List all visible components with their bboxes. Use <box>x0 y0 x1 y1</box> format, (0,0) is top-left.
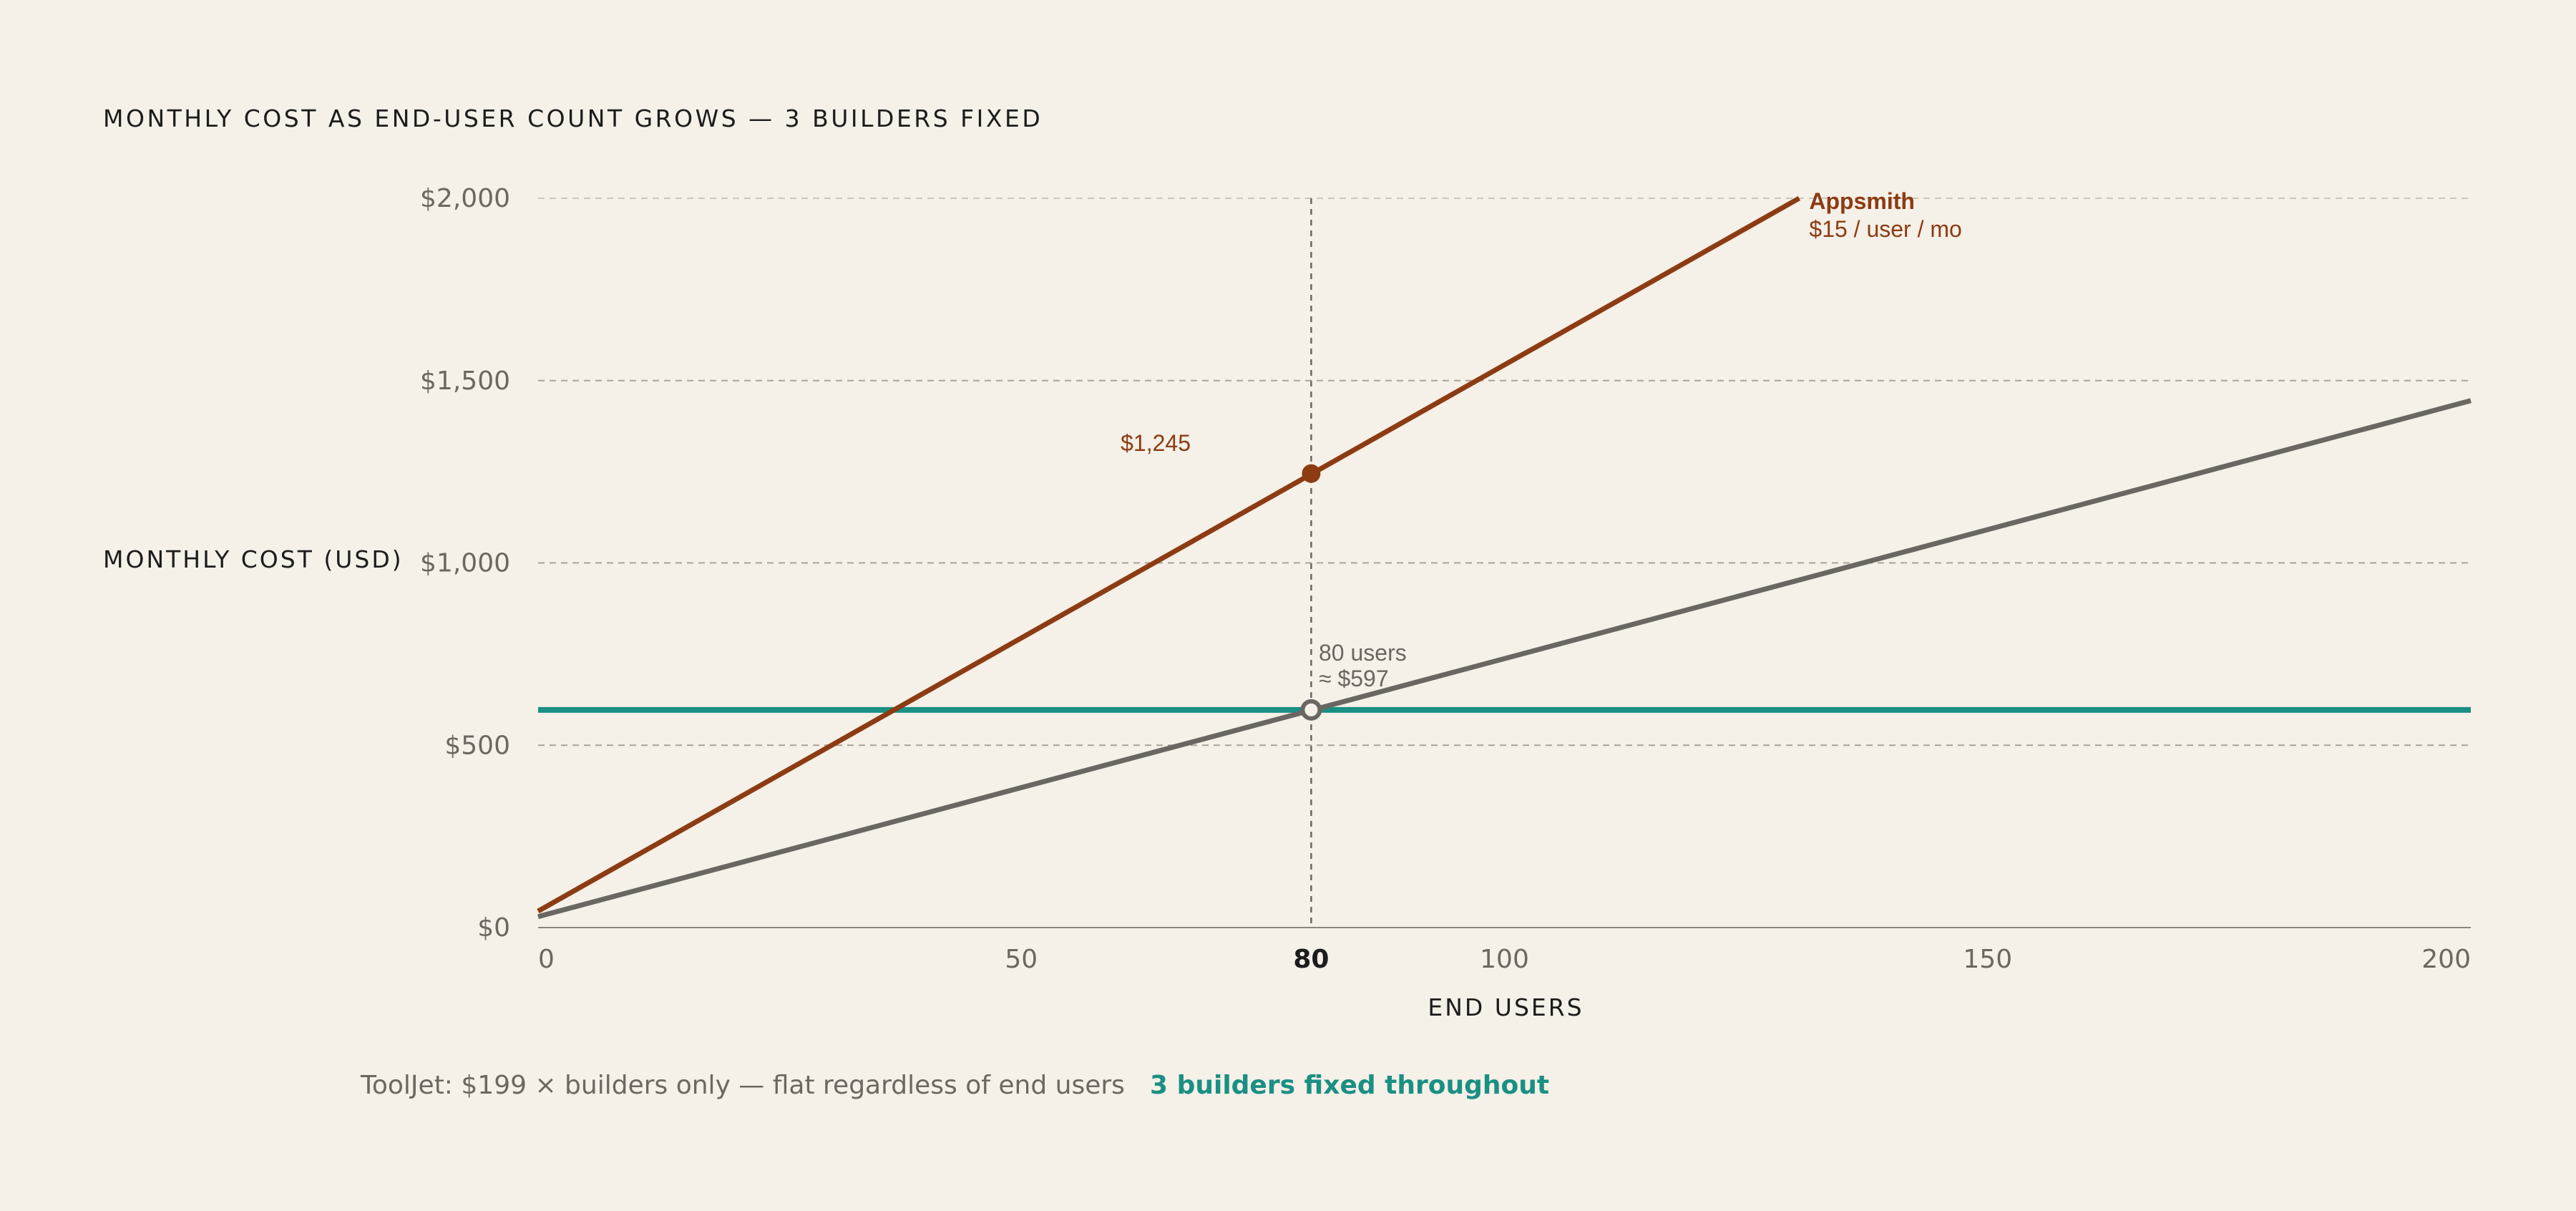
x-tick-label: 200 <box>2421 945 2471 974</box>
chart-title: MONTHLY COST AS END-USER COUNT GROWS — 3… <box>103 104 1043 132</box>
appsmith-line <box>537 195 1801 914</box>
labels: Appsmith$15 / user / mo $1,245 80 users≈ $… <box>1121 188 1962 691</box>
marker-crossover-80 <box>1300 699 1322 721</box>
x-tick-label: 150 <box>1963 945 2012 974</box>
marker-appsmith-80 <box>1302 464 1321 483</box>
y-axis-title: MONTHLY COST (USD) <box>103 545 404 573</box>
footer-highlight: 3 builders fixed throughout <box>1150 1071 1550 1100</box>
series-lines <box>537 195 2472 920</box>
axes: $0 $500 $1,000 $1,500 $2,000 0 50 80 100 150 200 EN… <box>420 184 2471 1021</box>
gray-cost-line <box>537 398 2472 920</box>
footer-note: ToolJet: $199 × builders only — flat reg… <box>361 1071 1125 1100</box>
y-tick-label: $1,500 <box>420 366 510 396</box>
grid-lines <box>538 198 2471 746</box>
x-tick-label: 100 <box>1480 945 1529 974</box>
y-tick-label: $500 <box>444 731 510 760</box>
x-tick-label: 50 <box>1005 945 1038 974</box>
marker-crossover-label: ≈ $597 <box>1319 666 1389 691</box>
markers <box>1300 464 1322 721</box>
appsmith-series-name: Appsmith <box>1809 188 1915 214</box>
marker-appsmith-value: $1,245 <box>1121 430 1191 456</box>
x-tick-label: 80 <box>1293 945 1329 974</box>
y-tick-label: $1,000 <box>420 549 510 578</box>
y-tick-label: $2,000 <box>420 184 510 213</box>
appsmith-rate-label: $15 / user / mo <box>1809 216 1961 242</box>
marker-crossover-label: 80 users <box>1319 640 1407 666</box>
y-tick-label: $0 <box>477 913 510 943</box>
x-tick-label: 0 <box>538 945 555 974</box>
x-axis-title: END USERS <box>1428 993 1584 1021</box>
